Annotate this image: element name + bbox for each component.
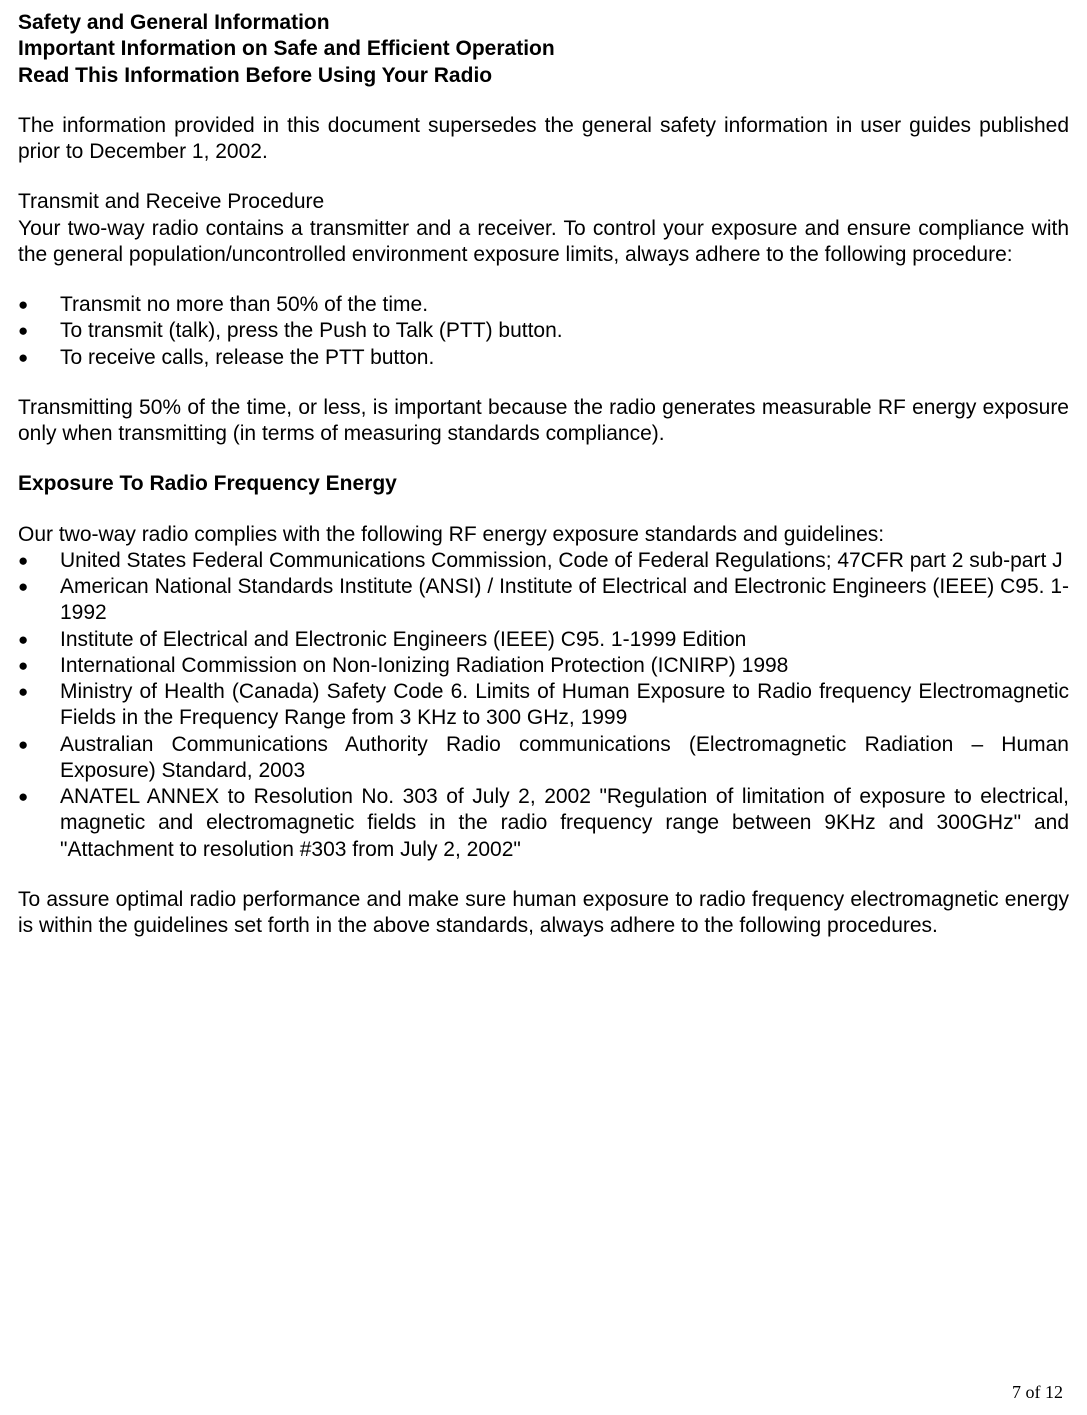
- intro-paragraph: The information provided in this documen…: [18, 113, 1069, 166]
- transmit-title: Transmit and Receive Procedure: [18, 189, 1069, 215]
- heading-safety: Safety and General Information: [18, 10, 1069, 36]
- page-number: 7 of 12: [1012, 1382, 1063, 1403]
- list-item: ANATEL ANNEX to Resolution No. 303 of Ju…: [18, 784, 1069, 863]
- list-item: Institute of Electrical and Electronic E…: [18, 627, 1069, 653]
- transmit-body: Your two-way radio contains a transmitte…: [18, 216, 1069, 269]
- list-item: To receive calls, release the PTT button…: [18, 345, 1069, 371]
- list-item: Ministry of Health (Canada) Safety Code …: [18, 679, 1069, 732]
- heading-read: Read This Information Before Using Your …: [18, 63, 1069, 89]
- exposure-heading: Exposure To Radio Frequency Energy: [18, 471, 1069, 497]
- transmit-note: Transmitting 50% of the time, or less, i…: [18, 395, 1069, 448]
- closing-paragraph: To assure optimal radio performance and …: [18, 887, 1069, 940]
- list-item: Australian Communications Authority Radi…: [18, 732, 1069, 785]
- heading-important: Important Information on Safe and Effici…: [18, 36, 1069, 62]
- list-item: American National Standards Institute (A…: [18, 574, 1069, 627]
- list-item: To transmit (talk), press the Push to Ta…: [18, 318, 1069, 344]
- list-item: International Commission on Non-Ionizing…: [18, 653, 1069, 679]
- transmit-bullet-list: Transmit no more than 50% of the time. T…: [18, 292, 1069, 371]
- exposure-bullet-list: United States Federal Communications Com…: [18, 548, 1069, 863]
- list-item: United States Federal Communications Com…: [18, 548, 1069, 574]
- list-item: Transmit no more than 50% of the time.: [18, 292, 1069, 318]
- exposure-intro: Our two-way radio complies with the foll…: [18, 522, 1069, 548]
